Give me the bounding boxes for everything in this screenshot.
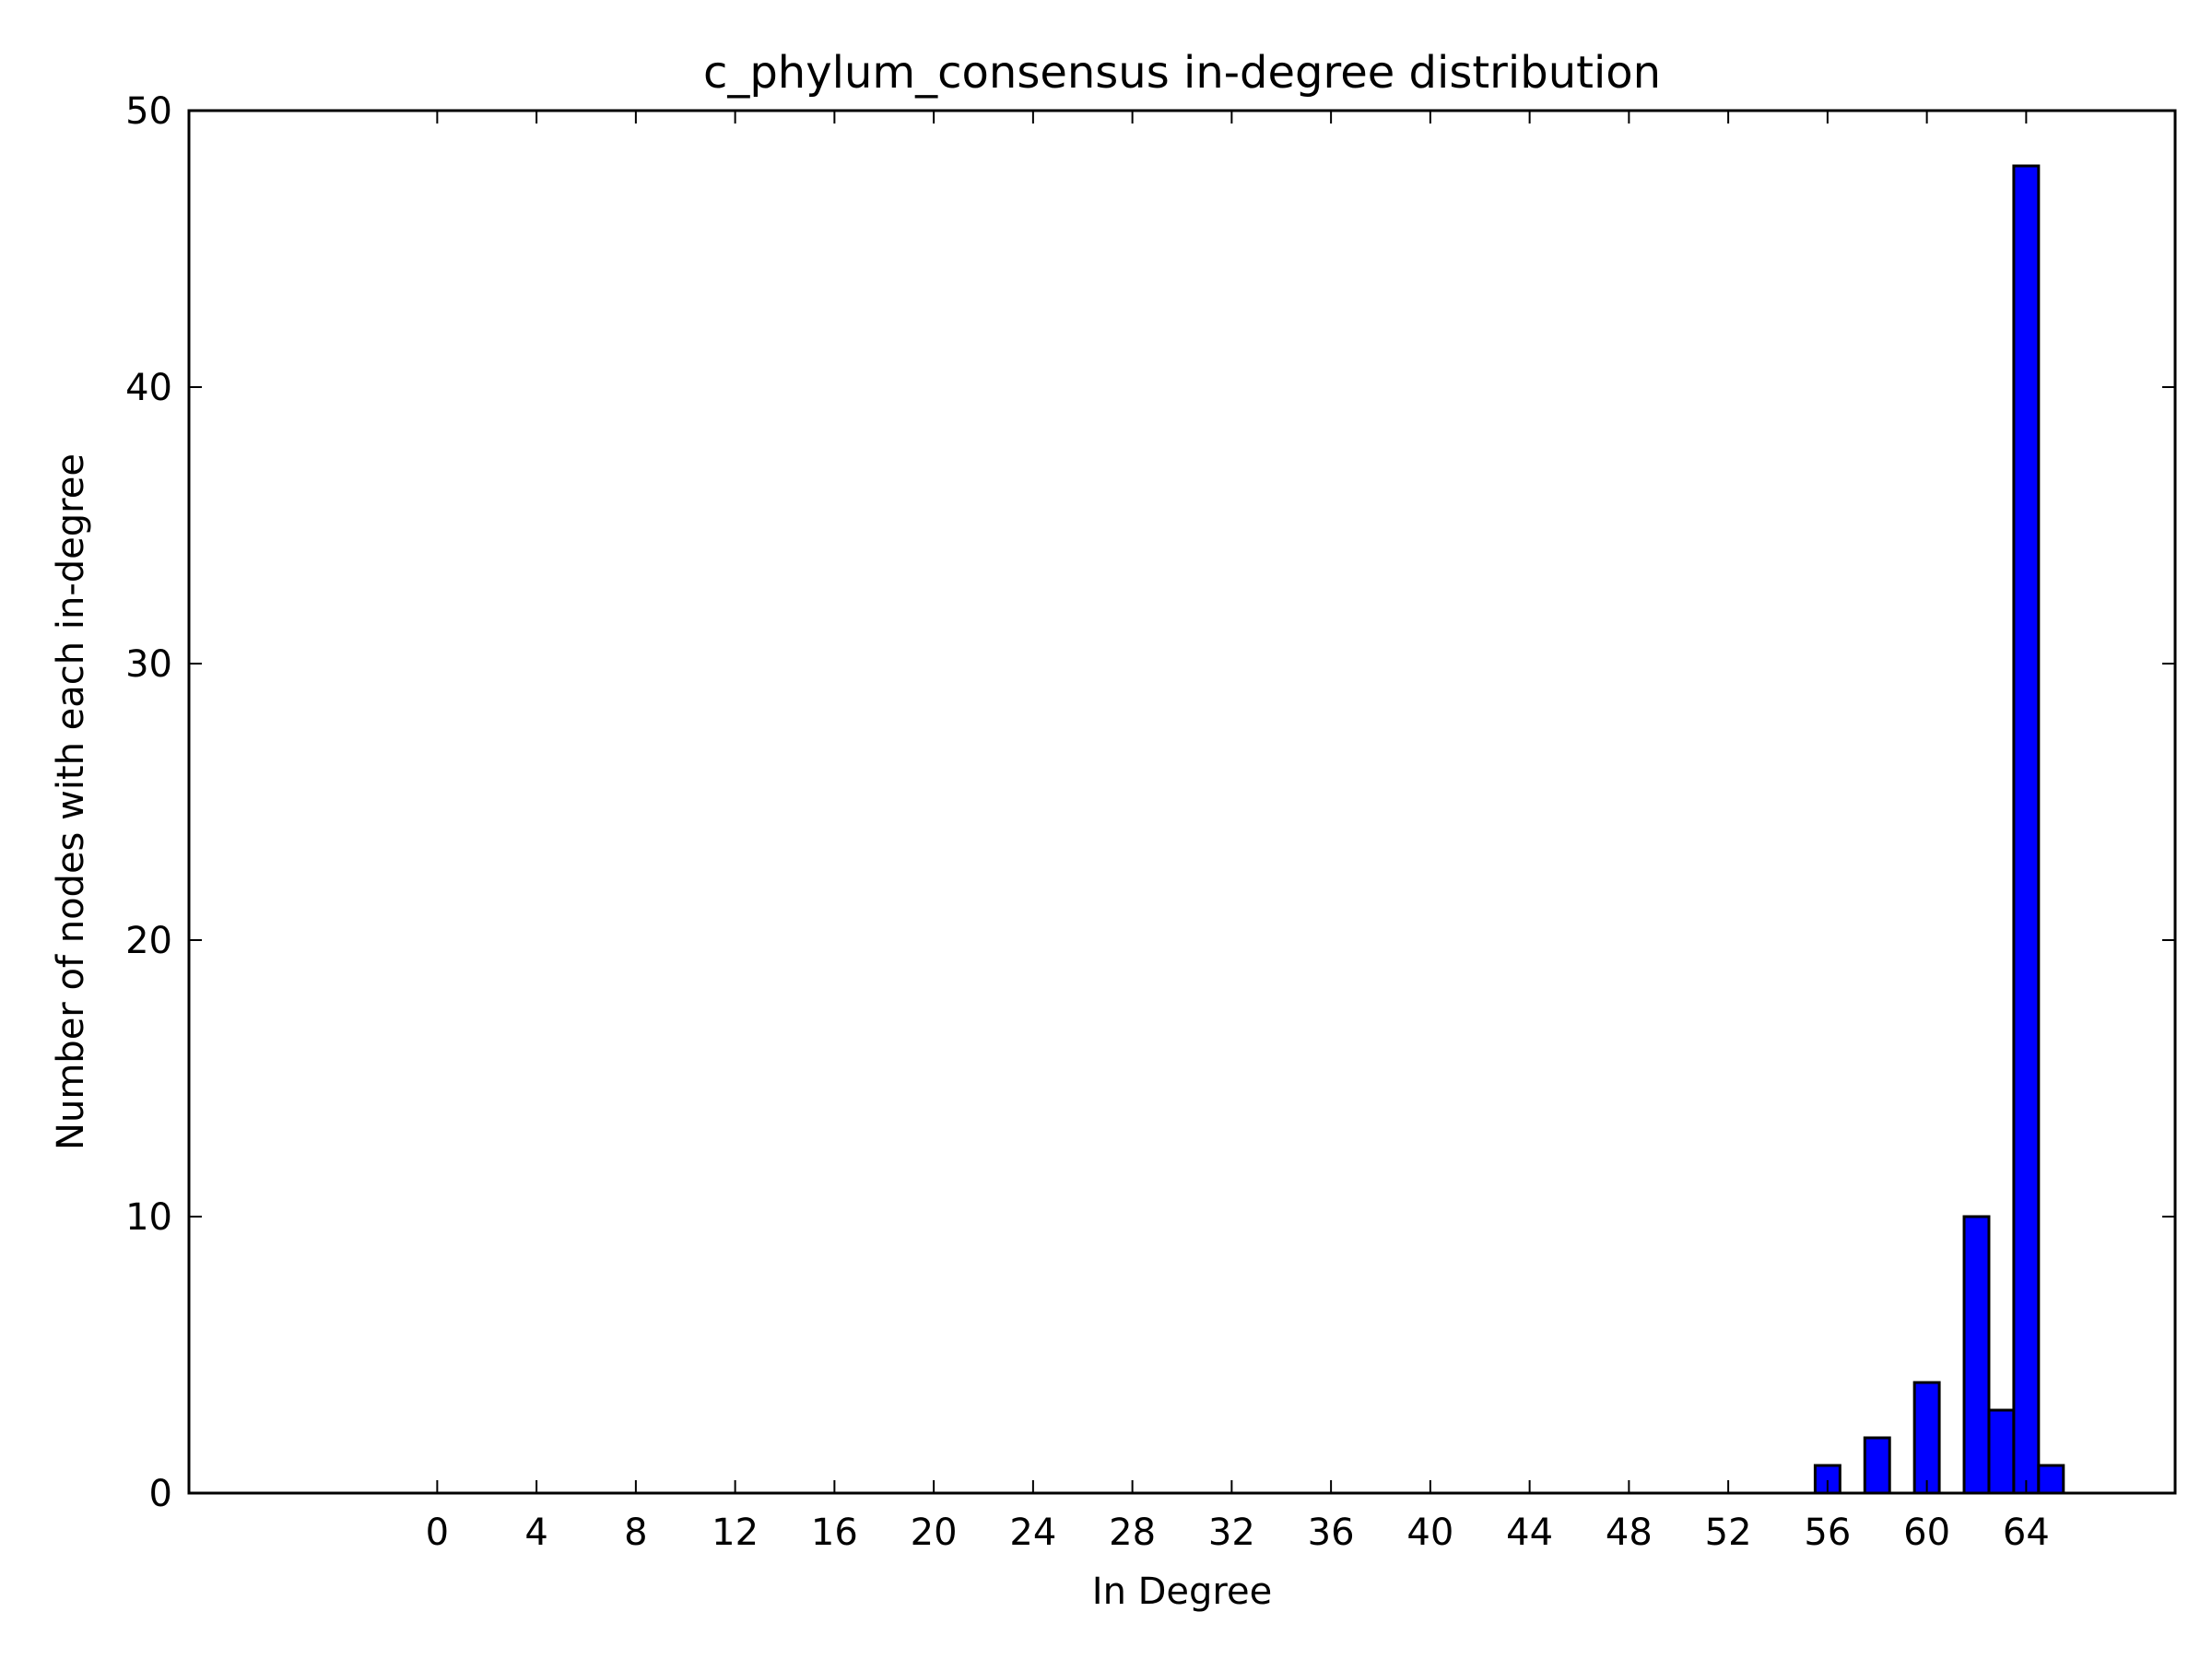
bar-63 (1987, 1408, 2016, 1495)
x-tick-label: 24 (1009, 1512, 1056, 1554)
x-tick-label: 20 (911, 1512, 958, 1554)
bar-64 (2012, 164, 2041, 1495)
x-tick-label: 0 (426, 1512, 449, 1554)
y-tick-label: 0 (149, 1473, 172, 1515)
ticks-layer: 0 4 8 12 16 20 24 28 32 36 40 44 48 52 56 60 64010203040… (125, 90, 2175, 1554)
x-tick-label: 16 (811, 1512, 858, 1554)
y-tick-label: 10 (125, 1196, 172, 1239)
x-tick-label: 44 (1506, 1512, 1553, 1554)
x-tick-label: 12 (712, 1512, 759, 1554)
bar-60 (1912, 1381, 1941, 1495)
y-tick-label: 40 (125, 367, 172, 409)
bars-layer (1813, 164, 2065, 1495)
x-tick-label: 32 (1208, 1512, 1255, 1554)
bar-62 (1962, 1215, 1991, 1495)
x-tick-label: 4 (524, 1512, 547, 1554)
plot-frame (187, 109, 2177, 1495)
y-axis-label: Number of nodes with each in-degree (50, 453, 92, 1150)
x-tick-label: 40 (1406, 1512, 1453, 1554)
y-tick-label: 20 (125, 920, 172, 962)
x-tick-label: 52 (1705, 1512, 1752, 1554)
chart-title: c_phylum_consensus in-degree distributio… (703, 47, 1661, 99)
x-axis-label: In Degree (1092, 1571, 1272, 1613)
x-tick-label: 36 (1308, 1512, 1355, 1554)
x-tick-label: 28 (1109, 1512, 1156, 1554)
x-tick-label: 48 (1606, 1512, 1653, 1554)
x-tick-label: 8 (624, 1512, 647, 1554)
x-tick-label: 60 (1903, 1512, 1950, 1554)
x-tick-label: 64 (2003, 1512, 2050, 1554)
bar-58 (1863, 1436, 1891, 1495)
bar-65 (2037, 1464, 2065, 1495)
x-tick-label: 56 (1804, 1512, 1851, 1554)
y-tick-label: 30 (125, 643, 172, 686)
y-tick-label: 50 (125, 90, 172, 133)
